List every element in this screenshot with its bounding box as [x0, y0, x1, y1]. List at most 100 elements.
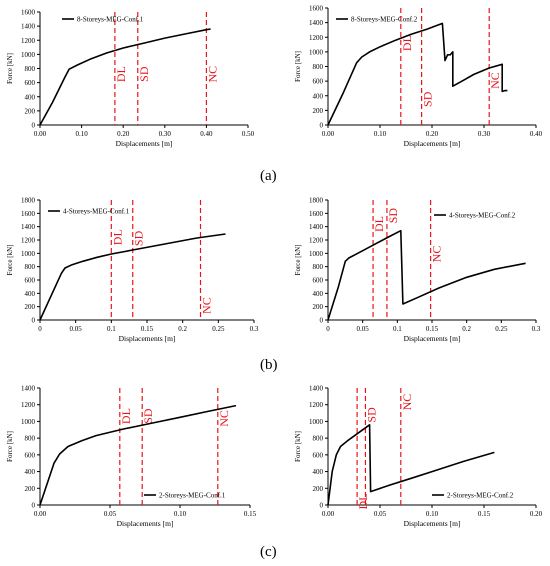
y-axis-title: Force [kN] — [6, 53, 14, 84]
limit-label-nc: NC — [488, 72, 502, 89]
legend-label: 4-Storeys-MEG-Conf.1 — [63, 208, 130, 216]
y-tick-label: 1600 — [21, 9, 36, 17]
x-tick-label: 0.10 — [374, 130, 387, 138]
chart-a-left: 0 200 400 600 800 1000 1200 1400 1600 0.00 0.10 0.2… — [6, 9, 255, 149]
y-tick-label: 200 — [313, 107, 324, 115]
x-tick-label: 0.15 — [141, 325, 154, 333]
y-tick-label: 1000 — [309, 250, 324, 258]
limit-label-dl: DL — [400, 35, 414, 51]
y-tick-label: 800 — [313, 63, 324, 71]
y-tick-label: 1600 — [21, 210, 36, 218]
chart-b-right: 0 200 400 600 800 1000 1200 1400 1600 1800 0 0.05 0.… — [294, 197, 541, 344]
series-line — [327, 423, 495, 506]
x-tick-label: 0.10 — [174, 510, 187, 518]
limit-label-sd: SD — [364, 407, 378, 423]
x-tick-label: 0.40 — [530, 130, 543, 138]
x-tick-label: 0.20 — [426, 130, 439, 138]
y-axis-title: Force [kN] — [294, 431, 302, 462]
x-tick-label: 0.30 — [478, 130, 491, 138]
legend-label: 8-Storeys-MEG-Conf.2 — [351, 16, 418, 24]
x-tick-label: 0.1 — [107, 325, 116, 333]
x-tick-label: 0.05 — [70, 325, 83, 333]
limit-label-nc: NC — [217, 410, 231, 427]
x-tick-label: 0 — [38, 325, 42, 333]
x-tick-label: 0.05 — [374, 510, 387, 518]
y-tick-label: 800 — [313, 435, 324, 443]
x-tick-label: 0.2 — [462, 325, 471, 333]
x-tick-label: 0.25 — [212, 325, 225, 333]
y-tick-label: 1400 — [21, 223, 36, 231]
panel-label-a: (a) — [260, 168, 277, 184]
x-axis-title: Displacements [m] — [404, 519, 461, 528]
legend-label: 4-Storeys-MEG-Conf.2 — [449, 212, 516, 220]
x-tick-label: 0.00 — [322, 510, 335, 518]
y-tick-label: 400 — [25, 468, 36, 476]
y-tick-label: 200 — [25, 303, 36, 311]
y-tick-label: 0 — [32, 317, 36, 325]
panel-label-c: (c) — [260, 544, 277, 560]
limit-label-nc: NC — [400, 394, 414, 411]
limit-label-dl: DL — [119, 408, 133, 424]
y-tick-label: 0 — [32, 502, 36, 510]
x-tick-label: 0.15 — [426, 325, 439, 333]
y-tick-label: 600 — [25, 79, 36, 87]
y-tick-label: 1000 — [21, 51, 36, 59]
y-tick-label: 1200 — [309, 34, 324, 42]
y-tick-label: 200 — [25, 485, 36, 493]
y-tick-label: 1400 — [21, 23, 36, 31]
limit-label-sd: SD — [386, 208, 400, 224]
x-tick-label: 0.00 — [34, 130, 47, 138]
x-tick-label: 0.25 — [495, 325, 508, 333]
limit-label-nc: NC — [205, 66, 219, 83]
y-tick-label: 600 — [25, 277, 36, 285]
x-tick-label: 0 — [326, 325, 330, 333]
y-tick-label: 0 — [320, 502, 324, 510]
x-tick-label: 0.20 — [530, 510, 543, 518]
y-tick-label: 600 — [313, 78, 324, 86]
x-tick-label: 0.20 — [117, 130, 130, 138]
x-axis-title: Displacements [m] — [404, 334, 461, 343]
legend-label: 2-Storeys-MEG-Conf.1 — [159, 492, 226, 500]
y-tick-label: 400 — [313, 92, 324, 100]
limit-label-nc: NC — [200, 297, 214, 314]
x-tick-label: 0.00 — [34, 510, 47, 518]
y-tick-label: 800 — [25, 65, 36, 73]
x-tick-label: 0.15 — [244, 510, 257, 518]
y-tick-label: 0 — [320, 317, 324, 325]
series-line — [39, 404, 237, 506]
series-line — [39, 233, 226, 321]
y-tick-label: 1000 — [21, 250, 36, 258]
y-tick-label: 200 — [25, 107, 36, 115]
y-tick-label: 800 — [25, 263, 36, 271]
x-tick-label: 0.1 — [393, 325, 402, 333]
y-tick-label: 200 — [313, 485, 324, 493]
y-tick-label: 0 — [32, 122, 36, 130]
y-tick-label: 400 — [313, 468, 324, 476]
y-axis-title: Force [kN] — [294, 245, 302, 276]
panel-label-b: (b) — [260, 357, 278, 373]
series-line — [39, 28, 211, 126]
y-tick-label: 600 — [313, 277, 324, 285]
x-tick-label: 0.10 — [426, 510, 439, 518]
y-tick-label: 1600 — [309, 210, 324, 218]
y-tick-label: 400 — [25, 93, 36, 101]
y-tick-label: 400 — [313, 290, 324, 298]
x-tick-label: 0.2 — [178, 325, 187, 333]
limit-label-dl: DL — [372, 216, 386, 232]
limit-label-sd: SD — [137, 66, 151, 82]
x-tick-label: 0.05 — [357, 325, 370, 333]
y-axis-title: Force [kN] — [6, 245, 14, 276]
chart-c-right: 0 200 400 600 800 1000 1200 1400 0.00 0.05 0.10 0.1… — [294, 385, 543, 529]
limit-label-nc: NC — [430, 246, 444, 263]
limit-label-dl: DL — [110, 229, 124, 245]
chart-c-left: 0 200 400 600 800 1000 1200 1400 0.00 0.05 0.10 0.1… — [6, 385, 257, 529]
x-tick-label: 0.30 — [159, 130, 172, 138]
y-axis-title: Force [kN] — [6, 431, 14, 462]
y-tick-label: 1800 — [309, 197, 324, 205]
y-tick-label: 1600 — [309, 5, 324, 13]
limit-label-dl: DL — [114, 66, 128, 82]
y-tick-label: 1400 — [309, 223, 324, 231]
x-tick-label: 0.50 — [242, 130, 255, 138]
chart-b-left: 0 200 400 600 800 1000 1200 1400 1600 1800 0 0.05 0.… — [6, 197, 259, 344]
y-tick-label: 1000 — [309, 418, 324, 426]
